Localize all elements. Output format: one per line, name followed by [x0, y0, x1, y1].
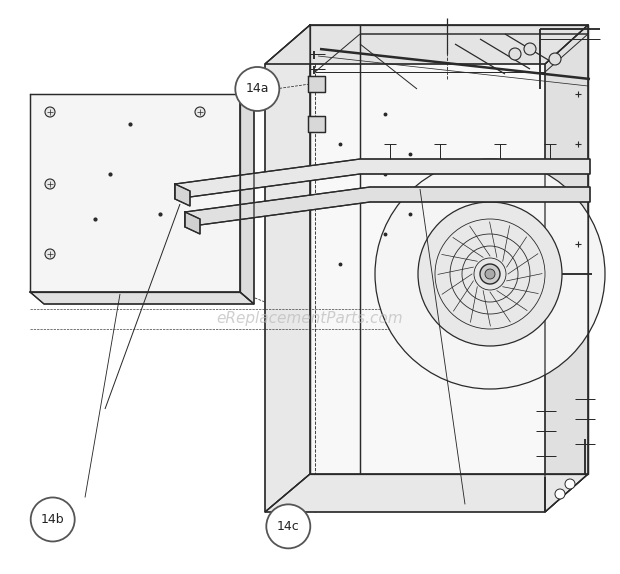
Polygon shape: [240, 94, 254, 304]
Circle shape: [549, 53, 561, 65]
Circle shape: [480, 264, 500, 284]
Circle shape: [236, 67, 279, 111]
Polygon shape: [185, 187, 590, 227]
Circle shape: [509, 48, 521, 60]
Polygon shape: [30, 292, 254, 304]
Circle shape: [195, 107, 205, 117]
Polygon shape: [175, 159, 590, 199]
Circle shape: [267, 505, 310, 548]
Circle shape: [565, 479, 575, 489]
Circle shape: [375, 159, 605, 389]
Polygon shape: [308, 116, 325, 132]
Polygon shape: [265, 25, 310, 512]
Circle shape: [45, 249, 55, 259]
Circle shape: [555, 489, 565, 499]
Text: 14b: 14b: [41, 513, 64, 526]
Polygon shape: [185, 212, 200, 234]
Polygon shape: [265, 474, 588, 512]
Circle shape: [31, 498, 74, 541]
Circle shape: [45, 179, 55, 189]
Polygon shape: [310, 25, 588, 474]
Polygon shape: [175, 184, 190, 206]
Circle shape: [418, 202, 562, 346]
Polygon shape: [308, 76, 325, 92]
Circle shape: [524, 43, 536, 55]
Polygon shape: [545, 25, 588, 512]
Polygon shape: [265, 25, 588, 64]
Text: 14a: 14a: [246, 83, 269, 95]
Text: 14c: 14c: [277, 520, 299, 533]
Circle shape: [485, 269, 495, 279]
Polygon shape: [30, 94, 240, 292]
Text: eReplacementParts.com: eReplacementParts.com: [216, 312, 404, 327]
Circle shape: [45, 107, 55, 117]
